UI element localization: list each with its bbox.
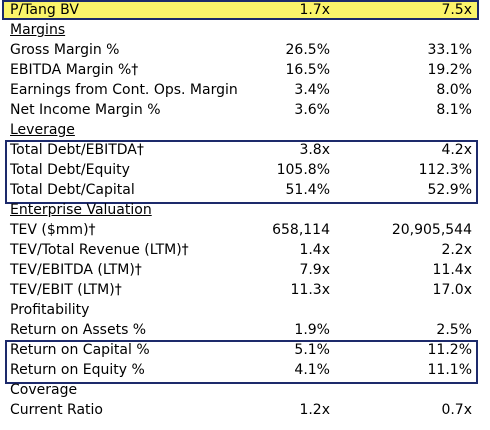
row-value-2: 11.4x	[432, 262, 472, 278]
row-value-1: 1.4x	[299, 242, 330, 258]
row-value-1: 1.2x	[299, 402, 330, 418]
row-value-2: 11.1%	[427, 362, 472, 378]
table-row: Earnings from Cont. Ops. Margin 3.4% 8.0…	[0, 80, 490, 100]
table-row: Total Debt/Equity 105.8% 112.3%	[0, 160, 490, 180]
row-value-2: 33.1%	[427, 42, 472, 58]
table-row: Return on Assets % 1.9% 2.5%	[0, 320, 490, 340]
table-row: Gross Margin % 26.5% 33.1%	[0, 40, 490, 60]
row-label: Total Debt/EBITDA†	[10, 142, 144, 158]
table-row: Net Income Margin % 3.6% 8.1%	[0, 100, 490, 120]
section-title: Margins	[10, 22, 66, 38]
row-value-2: 7.5x	[441, 2, 472, 18]
row-value-1: 51.4%	[285, 182, 330, 198]
row-value-1: 3.6%	[294, 102, 330, 118]
row-value-1: 1.9%	[294, 322, 330, 338]
section-title: Leverage	[10, 122, 75, 138]
row-value-1: 3.8x	[299, 142, 330, 158]
row-value-1: 105.8%	[276, 162, 330, 178]
row-value-2: 8.1%	[436, 102, 472, 118]
returns-box	[5, 340, 478, 384]
row-label: Return on Capital %	[10, 342, 150, 358]
row-label: Net Income Margin %	[10, 102, 161, 118]
row-label: TEV/EBIT (LTM)†	[10, 282, 122, 298]
table-row: TEV ($mm)† 658,114 20,905,544	[0, 220, 490, 240]
table-row: Return on Capital % 5.1% 11.2%	[0, 340, 490, 360]
row-value-1: 1.7x	[299, 2, 330, 18]
table-row: TEV/EBITDA (LTM)† 7.9x 11.4x	[0, 260, 490, 280]
row-value-1: 11.3x	[290, 282, 330, 298]
table-row: TEV/EBIT (LTM)† 11.3x 17.0x	[0, 280, 490, 300]
section-profitability: Profitability	[0, 300, 490, 320]
row-label: Return on Equity %	[10, 362, 145, 378]
section-title: Enterprise Valuation	[10, 202, 152, 218]
row-label: EBITDA Margin %†	[10, 62, 139, 78]
row-value-1: 5.1%	[294, 342, 330, 358]
table-row: TEV/Total Revenue (LTM)† 1.4x 2.2x	[0, 240, 490, 260]
row-value-1: 16.5%	[285, 62, 330, 78]
row-label: Total Debt/Equity	[10, 162, 130, 178]
table-row: Total Debt/Capital 51.4% 52.9%	[0, 180, 490, 200]
row-value-2: 17.0x	[432, 282, 472, 298]
row-value-2: 0.7x	[441, 402, 472, 418]
row-value-2: 112.3%	[418, 162, 472, 178]
section-enterprise-valuation: Enterprise Valuation	[0, 200, 490, 220]
row-value-2: 19.2%	[427, 62, 472, 78]
row-label: Gross Margin %	[10, 42, 120, 58]
table-row: Current Ratio 1.2x 0.7x	[0, 400, 490, 420]
table-row: EBITDA Margin %† 16.5% 19.2%	[0, 60, 490, 80]
section-leverage: Leverage	[0, 120, 490, 140]
row-value-1: 26.5%	[285, 42, 330, 58]
leverage-box	[5, 140, 478, 204]
top-row-highlight	[2, 0, 479, 20]
row-value-1: 7.9x	[299, 262, 330, 278]
section-margins: Margins	[0, 20, 490, 40]
row-value-1: 3.4%	[294, 82, 330, 98]
row-value-2: 2.5%	[436, 322, 472, 338]
row-p-tang-bv: P/Tang BV 1.7x 7.5x	[0, 0, 490, 20]
row-label: TEV/EBITDA (LTM)†	[10, 262, 142, 278]
row-value-2: 20,905,544	[391, 222, 472, 238]
section-title: Profitability	[10, 302, 90, 318]
row-value-1: 658,114	[272, 222, 330, 238]
row-label: Earnings from Cont. Ops. Margin	[10, 82, 238, 98]
section-coverage: Coverage	[0, 380, 490, 400]
row-label: Current Ratio	[10, 402, 103, 418]
row-value-2: 11.2%	[427, 342, 472, 358]
row-label: TEV/Total Revenue (LTM)†	[10, 242, 189, 258]
table-row: Return on Equity % 4.1% 11.1%	[0, 360, 490, 380]
row-value-2: 4.2x	[441, 142, 472, 158]
table-row: Total Debt/EBITDA† 3.8x 4.2x	[0, 140, 490, 160]
row-label: TEV ($mm)†	[10, 222, 96, 238]
row-label: Total Debt/Capital	[10, 182, 135, 198]
row-value-1: 4.1%	[294, 362, 330, 378]
row-label: Return on Assets %	[10, 322, 147, 338]
row-value-2: 52.9%	[427, 182, 472, 198]
row-value-2: 2.2x	[441, 242, 472, 258]
section-title: Coverage	[10, 382, 78, 398]
row-label: P/Tang BV	[10, 2, 79, 18]
row-value-2: 8.0%	[436, 82, 472, 98]
